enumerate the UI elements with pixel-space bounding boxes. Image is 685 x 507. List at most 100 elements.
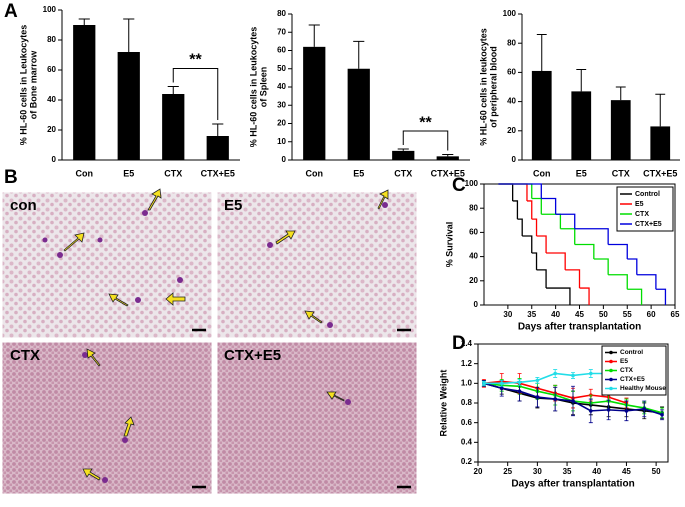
y-axis-label: % HL-60 cells in leukocytes <box>478 28 488 146</box>
micrograph-label: E5 <box>224 197 242 214</box>
x-tick-label: E5 <box>123 168 134 178</box>
y-tick-label: 40 <box>469 252 478 261</box>
survival-step <box>574 243 595 260</box>
y-tick-label: 0 <box>282 155 287 164</box>
survival-step <box>541 213 562 229</box>
survival-step <box>512 200 519 220</box>
x-tick-label: 30 <box>503 310 512 319</box>
point <box>660 413 664 417</box>
y-tick-label: 70 <box>277 27 286 36</box>
y-axis-label: % HL-60 cells in Leukocytes <box>248 27 258 148</box>
y-tick-label: 80 <box>469 203 478 212</box>
survival-step <box>546 287 571 305</box>
y-tick-label: 60 <box>469 228 478 237</box>
error-bar <box>576 68 587 92</box>
legend-label: CTX+E5 <box>620 376 645 383</box>
x-axis-label: Days after transplantation <box>518 322 641 333</box>
error-bar <box>442 154 454 157</box>
point <box>535 395 540 399</box>
bar <box>610 100 631 160</box>
survival-step <box>498 183 514 201</box>
error-bar <box>123 18 135 52</box>
significance-bracket <box>402 130 449 151</box>
plot-frame <box>477 343 669 463</box>
y-tick-label: 100 <box>465 179 479 188</box>
x-tick-label: 60 <box>647 310 656 319</box>
y-tick-label: 0.6 <box>461 418 473 427</box>
survival-step <box>608 274 628 290</box>
point <box>571 373 575 378</box>
y-tick-label: 20 <box>277 119 286 128</box>
y-tick-label: 40 <box>277 82 286 91</box>
legend-label: Control <box>620 349 643 356</box>
legend-marker <box>609 350 613 355</box>
y-axis-label: Relative Weight <box>438 370 448 437</box>
y-axis-label: of Spleen <box>258 67 268 108</box>
y-tick-label: 0.8 <box>461 398 473 407</box>
legend-marker <box>609 359 613 364</box>
survival-step <box>531 197 542 215</box>
panel-label: D <box>452 333 466 354</box>
legend-label: CTX <box>620 367 634 374</box>
x-tick-label: 40 <box>592 467 601 476</box>
legend-marker <box>609 377 613 382</box>
survival-step <box>636 274 657 290</box>
y-tick-label: 60 <box>277 46 286 55</box>
y-tick-label: 100 <box>503 9 517 18</box>
point <box>589 371 593 376</box>
y-axis-label: % HL-60 cells in Leukocytes <box>18 25 28 146</box>
x-tick-label: 30 <box>533 467 542 476</box>
y-tick-label: 80 <box>277 9 286 18</box>
x-tick-label: 55 <box>623 310 632 319</box>
y-tick-label: 80 <box>47 35 56 44</box>
scale-bars <box>192 328 411 489</box>
bar <box>436 156 459 160</box>
y-tick-label: 1.0 <box>461 378 473 387</box>
cells <box>42 202 388 483</box>
survival-step <box>541 197 557 215</box>
survival-step <box>565 269 581 289</box>
micrograph-label: CTX+E5 <box>224 347 281 364</box>
bar <box>531 70 552 160</box>
bar <box>73 25 96 160</box>
error-bar <box>308 24 320 47</box>
point <box>642 407 647 411</box>
survival-step <box>627 288 643 305</box>
micrograph <box>1 191 213 339</box>
error-bar <box>78 18 90 25</box>
y-tick-label: 60 <box>507 68 516 77</box>
y-tick-label: 0 <box>474 300 479 309</box>
legend-label: CTX+E5 <box>635 221 662 228</box>
micrographs: con E5 CTX CTX+E5 <box>1 188 418 495</box>
x-tick-label: 45 <box>622 467 631 476</box>
x-tick-label: E5 <box>353 168 364 178</box>
bar <box>347 68 370 160</box>
x-tick-label: 35 <box>527 310 536 319</box>
error-bar <box>615 86 626 101</box>
bar <box>392 150 415 160</box>
y-tick-label: 100 <box>43 5 57 14</box>
micrograph-label: CTX <box>10 347 40 364</box>
survival-step <box>579 287 590 305</box>
point <box>499 386 504 391</box>
x-tick-label: 40 <box>551 310 560 319</box>
survival-step <box>531 218 538 237</box>
x-tick-label: 20 <box>474 467 483 476</box>
legend-label: CTX <box>635 211 649 218</box>
panel-label: A <box>4 1 18 22</box>
panel-label: B <box>4 167 18 188</box>
point <box>499 381 504 386</box>
y-tick-label: 50 <box>277 64 286 73</box>
point <box>553 397 557 401</box>
x-tick-label: 35 <box>563 467 572 476</box>
y-tick-label: 20 <box>507 126 516 135</box>
legend-marker <box>609 368 613 373</box>
x-tick-label: 65 <box>671 310 680 319</box>
survival-step <box>608 243 628 260</box>
point <box>517 380 522 385</box>
x-tick-label: Con <box>306 168 324 178</box>
survival-step <box>522 235 533 253</box>
plot-frame <box>483 183 676 306</box>
point <box>535 378 540 383</box>
